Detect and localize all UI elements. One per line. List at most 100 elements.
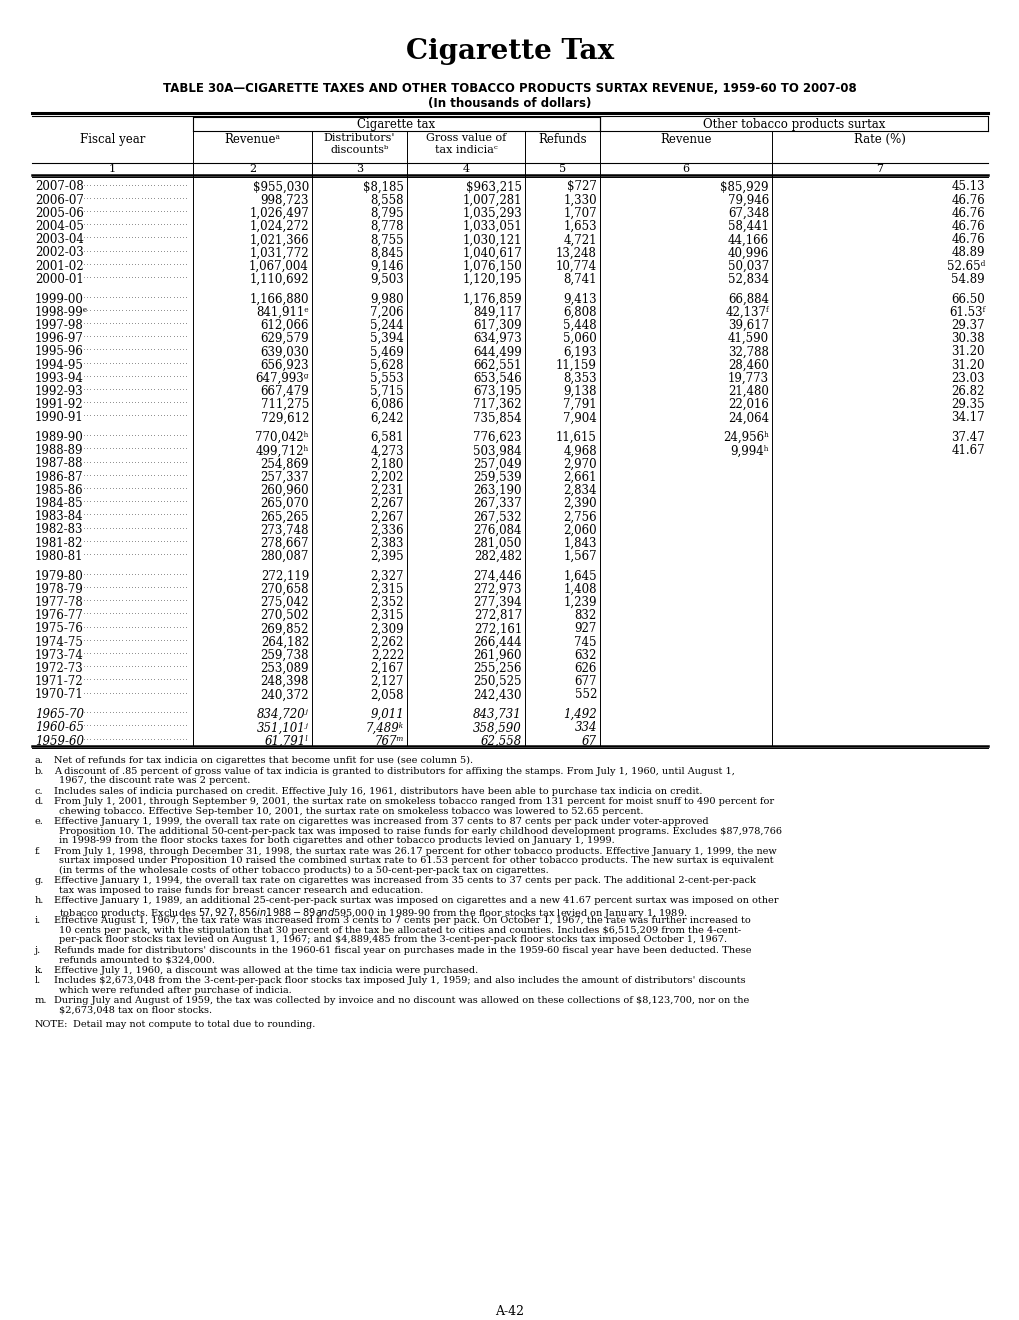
Text: 656,923: 656,923 [260,359,309,372]
Text: 1974-75: 1974-75 [35,636,84,648]
Text: 260,960: 260,960 [260,484,309,496]
Text: 667,479: 667,479 [260,385,309,399]
Text: 6,808: 6,808 [562,306,596,319]
Text: 1,024,272: 1,024,272 [250,220,309,234]
Text: 30.38: 30.38 [951,333,984,346]
Text: tax was imposed to raise funds for breast cancer research and education.: tax was imposed to raise funds for breas… [59,886,423,895]
Text: 717,362: 717,362 [473,399,522,412]
Text: Effective August 1, 1967, the tax rate was increased from 3 cents to 7 cents per: Effective August 1, 1967, the tax rate w… [54,916,750,925]
Text: 617,309: 617,309 [473,319,522,333]
Text: per-pack floor stocks tax levied on August 1, 1967; and $4,889,485 from the 3-ce: per-pack floor stocks tax levied on Augu… [59,935,727,944]
Text: Other tobacco products surtax: Other tobacco products surtax [702,117,884,131]
Text: $85,929: $85,929 [719,181,768,194]
Text: 1,030,121: 1,030,121 [462,234,522,247]
Text: 278,667: 278,667 [260,537,309,549]
Text: 644,499: 644,499 [473,346,522,359]
Text: 1967, the discount rate was 2 percent.: 1967, the discount rate was 2 percent. [59,776,250,785]
Text: 31.20: 31.20 [951,346,984,359]
Text: 24,064: 24,064 [728,412,768,425]
Text: a.: a. [35,756,44,766]
Text: 841,911ᵉ: 841,911ᵉ [256,306,309,319]
Text: 1,076,150: 1,076,150 [462,260,522,273]
Text: 503,984: 503,984 [473,445,522,457]
Text: 1980-81: 1980-81 [35,550,84,562]
Text: 1,653: 1,653 [562,220,596,234]
Text: $8,185: $8,185 [363,181,404,194]
Text: e.: e. [35,817,44,826]
Text: 250,525: 250,525 [473,676,522,688]
Text: Revenue: Revenue [659,133,711,147]
Text: 629,579: 629,579 [260,333,309,346]
Text: 1,040,617: 1,040,617 [462,247,522,260]
Text: which were refunded after purchase of indicia.: which were refunded after purchase of in… [59,986,291,995]
Text: 1979-80: 1979-80 [35,570,84,582]
Text: 1981-82: 1981-82 [35,537,84,549]
Text: 9,413: 9,413 [562,293,596,306]
Text: 2,267: 2,267 [370,511,404,523]
Text: 23.03: 23.03 [951,372,984,385]
Text: 7,904: 7,904 [562,412,596,425]
Text: 776,623: 776,623 [473,432,522,444]
Text: 7,791: 7,791 [562,399,596,412]
Text: 767ᵐ: 767ᵐ [374,734,404,747]
Text: 2,167: 2,167 [370,663,404,675]
Text: 1995-96: 1995-96 [35,346,84,359]
Text: 552: 552 [574,689,596,701]
Text: 2001-02: 2001-02 [35,260,84,273]
Text: 1965-70: 1965-70 [35,708,84,721]
Text: 6: 6 [682,164,689,174]
Text: 46.76: 46.76 [951,220,984,234]
Text: $2,673,048 tax on floor stocks.: $2,673,048 tax on floor stocks. [59,1006,212,1015]
Text: 255,256: 255,256 [473,663,522,675]
Text: 1,166,880: 1,166,880 [250,293,309,306]
Text: Cigarette Tax: Cigarette Tax [406,38,613,65]
Text: 1978-79: 1978-79 [35,583,84,595]
Text: 254,869: 254,869 [260,458,309,470]
Text: 1,645: 1,645 [562,570,596,582]
Text: 843,731: 843,731 [473,708,522,721]
Text: 1,239: 1,239 [562,597,596,609]
Text: 6,242: 6,242 [370,412,404,425]
Text: 1997-98: 1997-98 [35,319,84,333]
Text: 2,315: 2,315 [370,610,404,622]
Text: 46.76: 46.76 [951,234,984,247]
Text: 39,617: 39,617 [728,319,768,333]
Text: 677: 677 [574,676,596,688]
Text: 4,273: 4,273 [370,445,404,457]
Text: 647,993ᵍ: 647,993ᵍ [255,372,309,385]
Text: 267,337: 267,337 [473,498,522,510]
Text: 639,030: 639,030 [260,346,309,359]
Text: 832: 832 [574,610,596,622]
Text: Refunds made for distributors' discounts in the 1960-61 fiscal year on purchases: Refunds made for distributors' discounts… [54,945,751,954]
Text: $963,215: $963,215 [466,181,522,194]
Text: 24,956ʰ: 24,956ʰ [722,432,768,444]
Text: m.: m. [35,997,48,1006]
Text: 2000-01: 2000-01 [35,273,84,286]
Text: 272,817: 272,817 [473,610,522,622]
Text: A-42: A-42 [495,1305,524,1317]
Text: 1,035,293: 1,035,293 [462,207,522,220]
Text: Gross value of
tax indiciaᶜ: Gross value of tax indiciaᶜ [426,133,505,154]
Text: 6,086: 6,086 [370,399,404,412]
Text: 1987-88: 1987-88 [35,458,84,470]
Text: 1,843: 1,843 [562,537,596,549]
Text: 2,267: 2,267 [370,498,404,510]
Text: 26.82: 26.82 [951,385,984,399]
Text: A discount of .85 percent of gross value of tax indicia is granted to distributo: A discount of .85 percent of gross value… [54,767,734,776]
Text: Revenueᵃ: Revenueᵃ [224,133,280,147]
Text: 634,973: 634,973 [473,333,522,346]
Text: 37.47: 37.47 [951,432,984,444]
Text: 5,553: 5,553 [370,372,404,385]
Text: 2,262: 2,262 [370,636,404,648]
Text: 2002-03: 2002-03 [35,247,84,260]
Text: 9,011: 9,011 [370,708,404,721]
Text: 2,058: 2,058 [370,689,404,701]
Text: 2,060: 2,060 [562,524,596,536]
Text: 8,353: 8,353 [562,372,596,385]
Text: 2,352: 2,352 [370,597,404,609]
Text: k.: k. [35,966,44,974]
Text: During July and August of 1959, the tax was collected by invoice and no discount: During July and August of 1959, the tax … [54,997,749,1006]
Text: 5,394: 5,394 [370,333,404,346]
Text: 351,101ʲ: 351,101ʲ [257,721,309,734]
Text: 2,315: 2,315 [370,583,404,595]
